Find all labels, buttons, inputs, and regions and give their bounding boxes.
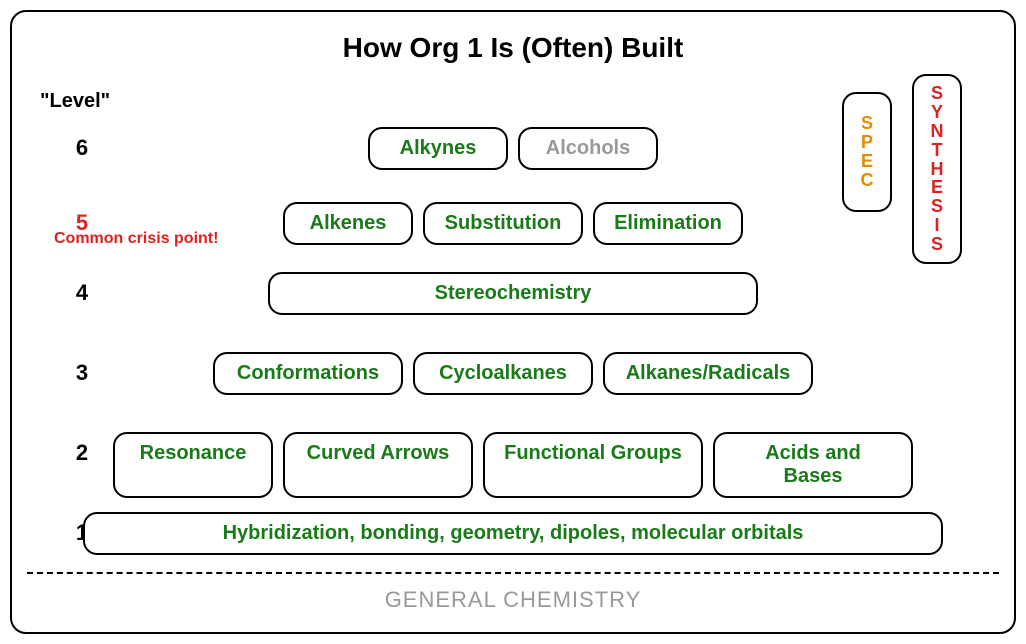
diagram-title: How Org 1 Is (Often) Built xyxy=(12,32,1014,64)
row-level-3: ConformationsCycloalkanesAlkanes/Radical… xyxy=(12,352,1014,395)
pillar-letter: E xyxy=(861,152,873,171)
pillar-letter: E xyxy=(931,178,943,197)
dashed-divider xyxy=(27,572,999,574)
topic-box: Hybridization, bonding, geometry, dipole… xyxy=(83,512,943,555)
row-level-1: Hybridization, bonding, geometry, dipole… xyxy=(12,512,1014,555)
pillar-letter: C xyxy=(861,171,874,190)
row-level-4: Stereochemistry xyxy=(12,272,1014,315)
topic-box: Alkanes/Radicals xyxy=(603,352,813,395)
pillar-letter: S xyxy=(931,197,943,216)
pillar-letter: H xyxy=(931,160,944,179)
topic-box: Alkynes xyxy=(368,127,508,170)
pillar-letter: S xyxy=(931,235,943,254)
topic-box: Stereochemistry xyxy=(268,272,758,315)
pillar-letter: S xyxy=(931,84,943,103)
pillar-synthesis: SYNTHESIS xyxy=(912,74,962,264)
topic-box: Cycloalkanes xyxy=(413,352,593,395)
topic-box: Acids and Bases xyxy=(713,432,913,498)
topic-box: Functional Groups xyxy=(483,432,703,498)
pillar-letter: T xyxy=(932,141,943,160)
topic-box: Conformations xyxy=(213,352,403,395)
row-level-2: ResonanceCurved ArrowsFunctional GroupsA… xyxy=(12,432,1014,498)
pillar-letter: P xyxy=(861,133,873,152)
topic-box: Curved Arrows xyxy=(283,432,473,498)
topic-box: Elimination xyxy=(593,202,743,245)
topic-box: Alcohols xyxy=(518,127,658,170)
topic-box: Substitution xyxy=(423,202,583,245)
pillar-letter: S xyxy=(861,114,873,133)
pillar-letter: N xyxy=(931,122,944,141)
topic-box: Resonance xyxy=(113,432,273,498)
footer-label: GENERAL CHEMISTRY xyxy=(12,587,1014,613)
level-header: "Level" xyxy=(40,90,110,113)
pillar-letter: I xyxy=(934,216,939,235)
diagram-frame: How Org 1 Is (Often) Built "Level" 6 5 4… xyxy=(10,10,1016,634)
topic-box: Alkenes xyxy=(283,202,413,245)
pillar-letter: Y xyxy=(931,103,943,122)
pillar-spec: SPEC xyxy=(842,92,892,212)
